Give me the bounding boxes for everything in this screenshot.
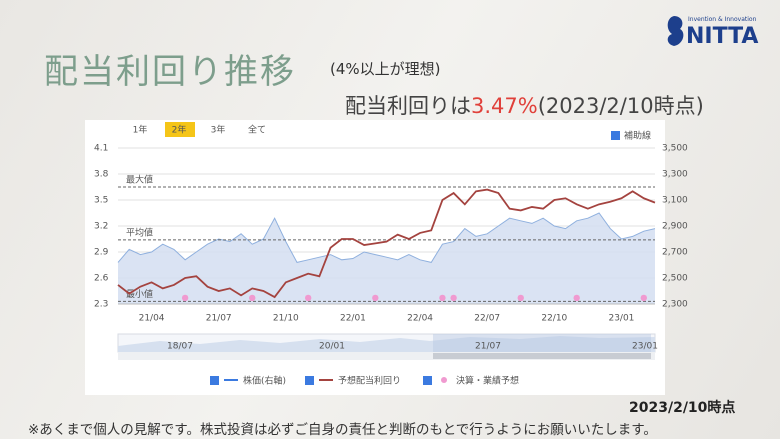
event-dot: [640, 294, 648, 302]
as-of-date: 2023/2/10時点: [629, 400, 736, 416]
event-dot: [573, 294, 580, 302]
headline-text: 配当利回りは: [345, 94, 471, 118]
legend-label: 予想配当利回り: [338, 375, 401, 387]
legend-swatch: [441, 377, 447, 383]
ref-label: 最大値: [126, 174, 153, 186]
navigator-label: 18/07: [167, 342, 193, 352]
headline-date: (2023/2/10時点): [537, 94, 704, 118]
y-tick-label: 3.5: [94, 196, 108, 206]
y-tick-label: 2.9: [94, 248, 109, 258]
legend-checkbox[interactable]: [305, 376, 314, 385]
y2-tick-label: 2,500: [662, 274, 688, 284]
tab-selected: [165, 122, 195, 137]
y2-tick-label: 2,700: [662, 248, 688, 258]
ref-label: 平均値: [126, 226, 153, 238]
y-tick-label: 2.6: [94, 274, 109, 284]
slide-note: (4%以上が理想): [330, 60, 441, 78]
event-dot: [181, 294, 189, 302]
y2-tick-label: 3,300: [662, 170, 688, 180]
event-dot: [249, 294, 256, 302]
y2-tick-label: 2,300: [662, 300, 688, 310]
navigator-label: 21/07: [475, 342, 501, 352]
navigator-label: 23/01: [632, 342, 658, 352]
y2-tick-label: 3,100: [662, 196, 688, 206]
slide-title: 配当利回り推移: [44, 52, 296, 92]
price-area: [118, 213, 655, 304]
range-tab[interactable]: 3年: [211, 124, 226, 136]
y-tick-label: 4.1: [94, 144, 108, 154]
x-tick-label: 22/07: [474, 314, 500, 324]
toggle-label: 補助線: [624, 130, 651, 142]
y-tick-label: 3.2: [94, 222, 108, 232]
y-tick-label: 2.3: [94, 300, 108, 310]
logo-tagline: Invention & Innovation: [688, 16, 757, 23]
y2-tick-label: 3,500: [662, 144, 688, 154]
event-dot: [304, 294, 312, 302]
x-tick-label: 22/01: [340, 314, 366, 324]
y2-tick-label: 2,900: [662, 222, 688, 232]
x-tick-label: 23/01: [608, 314, 634, 324]
x-tick-label: 22/04: [407, 314, 433, 324]
headline-value: 3.47%: [471, 94, 538, 118]
range-tab[interactable]: 2年: [172, 124, 187, 136]
headline: 配当利回りは3.47%(2023/2/10時点): [345, 90, 704, 120]
navigator-area: [118, 336, 655, 352]
disclaimer: ※あくまで個人の見解です。株式投資は必ずご自身の責任と判断のもとで行うようにお願…: [28, 422, 657, 438]
range-tab[interactable]: 1年: [133, 124, 148, 136]
range-tab[interactable]: 全て: [248, 124, 266, 136]
scrollbar[interactable]: [118, 352, 655, 360]
event-dot: [439, 294, 446, 302]
event-dot: [372, 294, 379, 302]
x-tick-label: 21/07: [206, 314, 232, 324]
legend-label: 株価(右軸): [243, 375, 286, 387]
event-dot: [450, 294, 457, 302]
legend-checkbox[interactable]: [423, 376, 432, 385]
navigator-label: 20/01: [319, 342, 345, 352]
legend-checkbox[interactable]: [210, 376, 219, 385]
yield-line: [117, 188, 656, 299]
checkbox[interactable]: [611, 131, 620, 140]
scrollbar-thumb[interactable]: [433, 353, 651, 359]
x-tick-label: 21/04: [139, 314, 165, 324]
legend-label: 決算・業績予想: [456, 375, 519, 387]
navigator-window: [433, 334, 651, 352]
logo-name: NITTA: [686, 24, 759, 49]
x-tick-label: 21/10: [273, 314, 299, 324]
event-dot: [517, 294, 524, 302]
y-tick-label: 3.8: [94, 170, 109, 180]
price-line: [117, 212, 656, 263]
x-tick-label: 22/10: [541, 314, 567, 324]
logo-mark: [667, 16, 684, 46]
